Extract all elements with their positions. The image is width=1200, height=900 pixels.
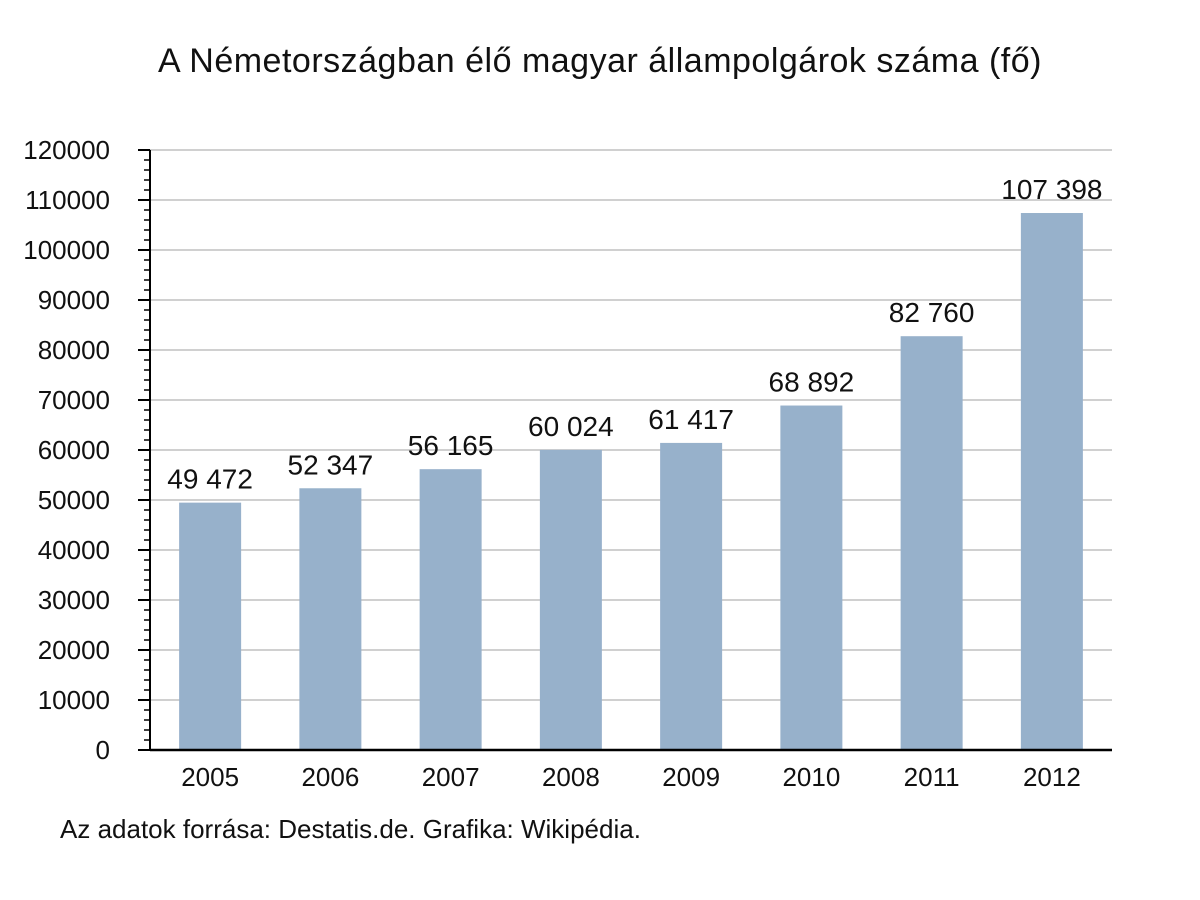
y-tick-label: 60000 <box>38 435 110 465</box>
data-label: 61 417 <box>648 404 734 435</box>
bar-2007 <box>419 469 482 750</box>
source-footnote: Az adatok forrása: Destatis.de. Grafika:… <box>60 814 641 844</box>
data-label: 107 398 <box>1001 174 1102 205</box>
x-tick-label: 2008 <box>542 762 600 792</box>
bar-2005 <box>179 502 242 750</box>
x-tick-label: 2010 <box>782 762 840 792</box>
x-tick-label: 2011 <box>904 762 960 792</box>
data-label: 60 024 <box>528 411 614 442</box>
data-label: 52 347 <box>288 449 374 480</box>
data-label: 68 892 <box>769 367 855 398</box>
labels: 0 10000 20000 30000 40000 50000 60000 70000 8000… <box>23 135 1102 792</box>
x-tick-label: 2006 <box>301 762 359 792</box>
bar-2008 <box>539 449 602 750</box>
y-tick-label: 50000 <box>38 485 110 515</box>
bar-2011 <box>900 336 963 750</box>
data-label: 49 472 <box>167 464 253 495</box>
data-label: 82 760 <box>889 297 975 328</box>
bar-2009 <box>660 442 723 750</box>
bar-2010 <box>780 405 843 750</box>
y-tick-label: 80000 <box>38 335 110 365</box>
y-tick-label: 30000 <box>38 585 110 615</box>
y-tick-label: 110000 <box>25 185 110 215</box>
bar-2012 <box>1020 213 1083 750</box>
y-tick-label: 0 <box>96 735 110 765</box>
y-tick-label: 70000 <box>38 385 110 415</box>
axes <box>138 149 1112 752</box>
x-tick-label: 2007 <box>422 762 480 792</box>
x-tick-label: 2009 <box>662 762 720 792</box>
bar-2006 <box>299 488 362 750</box>
y-tick-label: 20000 <box>38 635 110 665</box>
x-tick-label: 2012 <box>1023 762 1081 792</box>
gridlines <box>150 149 1112 701</box>
bars <box>179 213 1083 750</box>
y-tick-label: 10000 <box>38 685 110 715</box>
y-tick-label: 120000 <box>23 135 110 165</box>
y-tick-label: 90000 <box>38 285 110 315</box>
x-tick-label: 2005 <box>181 762 239 792</box>
y-tick-label: 100000 <box>23 235 110 265</box>
y-tick-label: 40000 <box>38 535 110 565</box>
chart-title: A Németországban élő magyar állampolgáro… <box>158 42 1042 80</box>
data-label: 56 165 <box>408 430 494 461</box>
